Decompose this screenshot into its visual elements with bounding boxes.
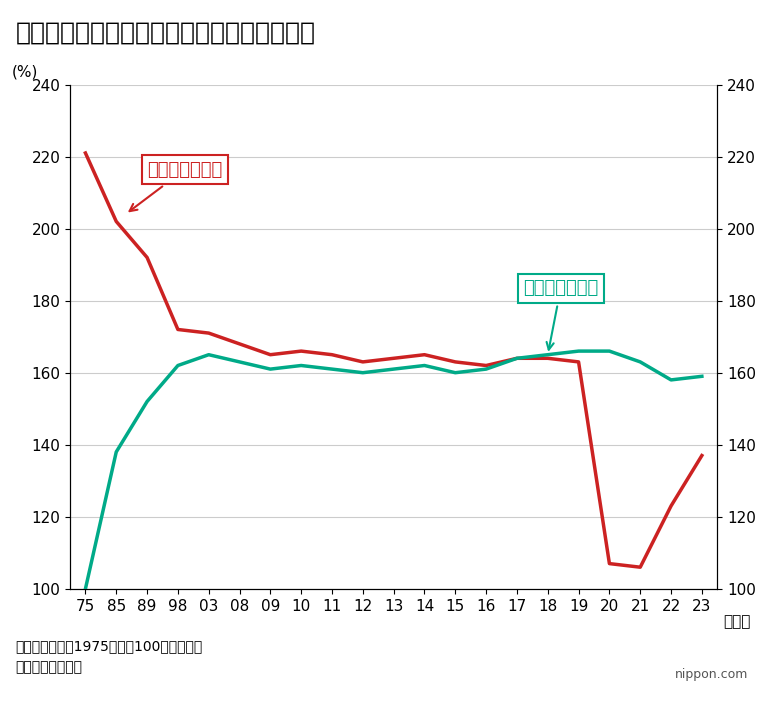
Text: 混雑率（左軸）: 混雑率（左軸） (130, 161, 222, 211)
Y-axis label: (%): (%) (12, 65, 38, 79)
Text: nippon.com: nippon.com (675, 668, 748, 681)
X-axis label: （年）: （年） (723, 614, 750, 629)
Text: （注）輸送力は1975年度を100とした指数: （注）輸送力は1975年度を100とした指数 (15, 639, 203, 653)
Text: 国土交通省まとめ: 国土交通省まとめ (15, 660, 82, 674)
Text: 東京圏主要区間の平均混雑率・輸送力の推移: 東京圏主要区間の平均混雑率・輸送力の推移 (15, 21, 315, 45)
Text: 輸送力（右軸）: 輸送力（右軸） (523, 279, 598, 350)
